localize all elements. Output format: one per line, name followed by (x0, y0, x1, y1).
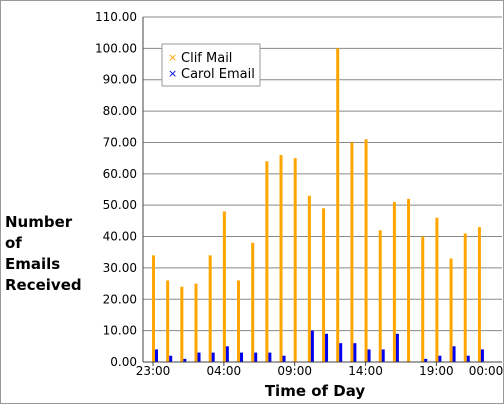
bar-clif-06:00 (251, 242, 255, 362)
bar-clif-11:00 (322, 208, 326, 362)
y-tick-100.00: 100.00 (95, 41, 137, 55)
bar-carol-21:00 (466, 355, 470, 362)
bar-clif-23:00 (152, 255, 155, 362)
bar-clif-18:00 (421, 236, 425, 362)
bar-carol-16:00 (395, 333, 399, 362)
x-tick-00:00: 00:00 (469, 364, 504, 378)
y-tick-80.00: 80.00 (103, 104, 137, 118)
y-tick-20.00: 20.00 (103, 292, 137, 306)
bar-carol-03:00 (211, 352, 215, 362)
y-tick-60.00: 60.00 (103, 167, 137, 181)
x-tick-09:00: 09:00 (277, 364, 312, 378)
y-tick-0.00: 0.00 (110, 355, 137, 369)
bar-carol-15:00 (381, 349, 385, 362)
bar-carol-11:00 (325, 333, 329, 362)
y-tick-70.00: 70.00 (103, 135, 137, 149)
bar-carol-02:00 (197, 352, 201, 362)
x-axis-title: Time of Day (265, 382, 366, 400)
bar-carol-06:00 (254, 352, 258, 362)
legend-label-carol: Carol Email (181, 67, 255, 82)
bar-clif-20:00 (449, 258, 453, 362)
x-tick-04:00: 04:00 (207, 364, 242, 378)
x-tick-14:00: 14:00 (348, 364, 383, 378)
legend: × Clif Mail × Carol Email (161, 43, 261, 87)
bar-clif-22:00 (477, 227, 481, 362)
bar-clif-09:00 (293, 158, 297, 362)
bar-clif-00:00 (166, 280, 170, 362)
bar-carol-18:00 (424, 358, 428, 362)
bar-carol-01:00 (183, 358, 187, 362)
bar-carol-14:00 (367, 349, 371, 362)
bar-carol-10:00 (310, 330, 314, 362)
bar-clif-13:00 (350, 142, 354, 362)
bar-carol-22:00 (480, 349, 484, 362)
y-tick-90.00: 90.00 (103, 73, 137, 87)
bar-carol-19:00 (438, 355, 442, 362)
bar-carol-08:00 (282, 355, 286, 362)
axes (142, 17, 502, 363)
bar-clif-19:00 (435, 217, 439, 362)
bar-clif-14:00 (364, 139, 368, 362)
bar-carol-13:00 (353, 343, 357, 362)
x-tick-labels: 23:00 04:00 09:00 14:00 19:00 00:00 (136, 362, 504, 378)
bar-carol-20:00 (452, 346, 456, 362)
bar-clif-16:00 (392, 202, 396, 362)
bar-clif-01:00 (180, 286, 184, 362)
y-axis-label: Number of Emails Received (5, 213, 82, 294)
legend-marker-carol: × (168, 67, 177, 80)
x-tick-19:00: 19:00 (419, 364, 454, 378)
bar-carol-04:00 (225, 346, 229, 362)
y-tick-10.00: 10.00 (103, 324, 137, 338)
y-tick-40.00: 40.00 (103, 230, 137, 244)
bar-carol-00:00 (169, 355, 173, 362)
legend-marker-clif: × (168, 51, 177, 64)
bar-clif-12:00 (336, 48, 340, 362)
bar-clif-02:00 (194, 283, 198, 362)
y-tick-110.00: 110.00 (95, 10, 137, 24)
bar-clif-17:00 (407, 198, 411, 362)
y-tick-labels: 0.00 10.00 20.00 30.00 40.00 50.00 60.00 70.00 8… (95, 10, 137, 369)
bar-clif-07:00 (265, 161, 269, 362)
y-tick-30.00: 30.00 (103, 261, 137, 275)
bar-clif-05:00 (237, 280, 241, 362)
bar-clif-10:00 (307, 195, 311, 362)
bar-carol-23:00 (155, 349, 158, 362)
legend-box (161, 43, 261, 87)
x-tick-23:00: 23:00 (136, 364, 171, 378)
bar-clif-04:00 (222, 211, 226, 362)
bar-clif-03:00 (208, 255, 212, 362)
legend-label-clif: Clif Mail (181, 51, 232, 66)
bar-carol-05:00 (240, 352, 244, 362)
bar-carol-12:00 (339, 343, 343, 362)
bars (152, 48, 484, 362)
bar-clif-15:00 (378, 230, 382, 362)
bar-clif-21:00 (463, 233, 467, 362)
bar-carol-07:00 (268, 352, 272, 362)
bar-clif-08:00 (279, 155, 283, 362)
y-tick-50.00: 50.00 (103, 198, 137, 212)
